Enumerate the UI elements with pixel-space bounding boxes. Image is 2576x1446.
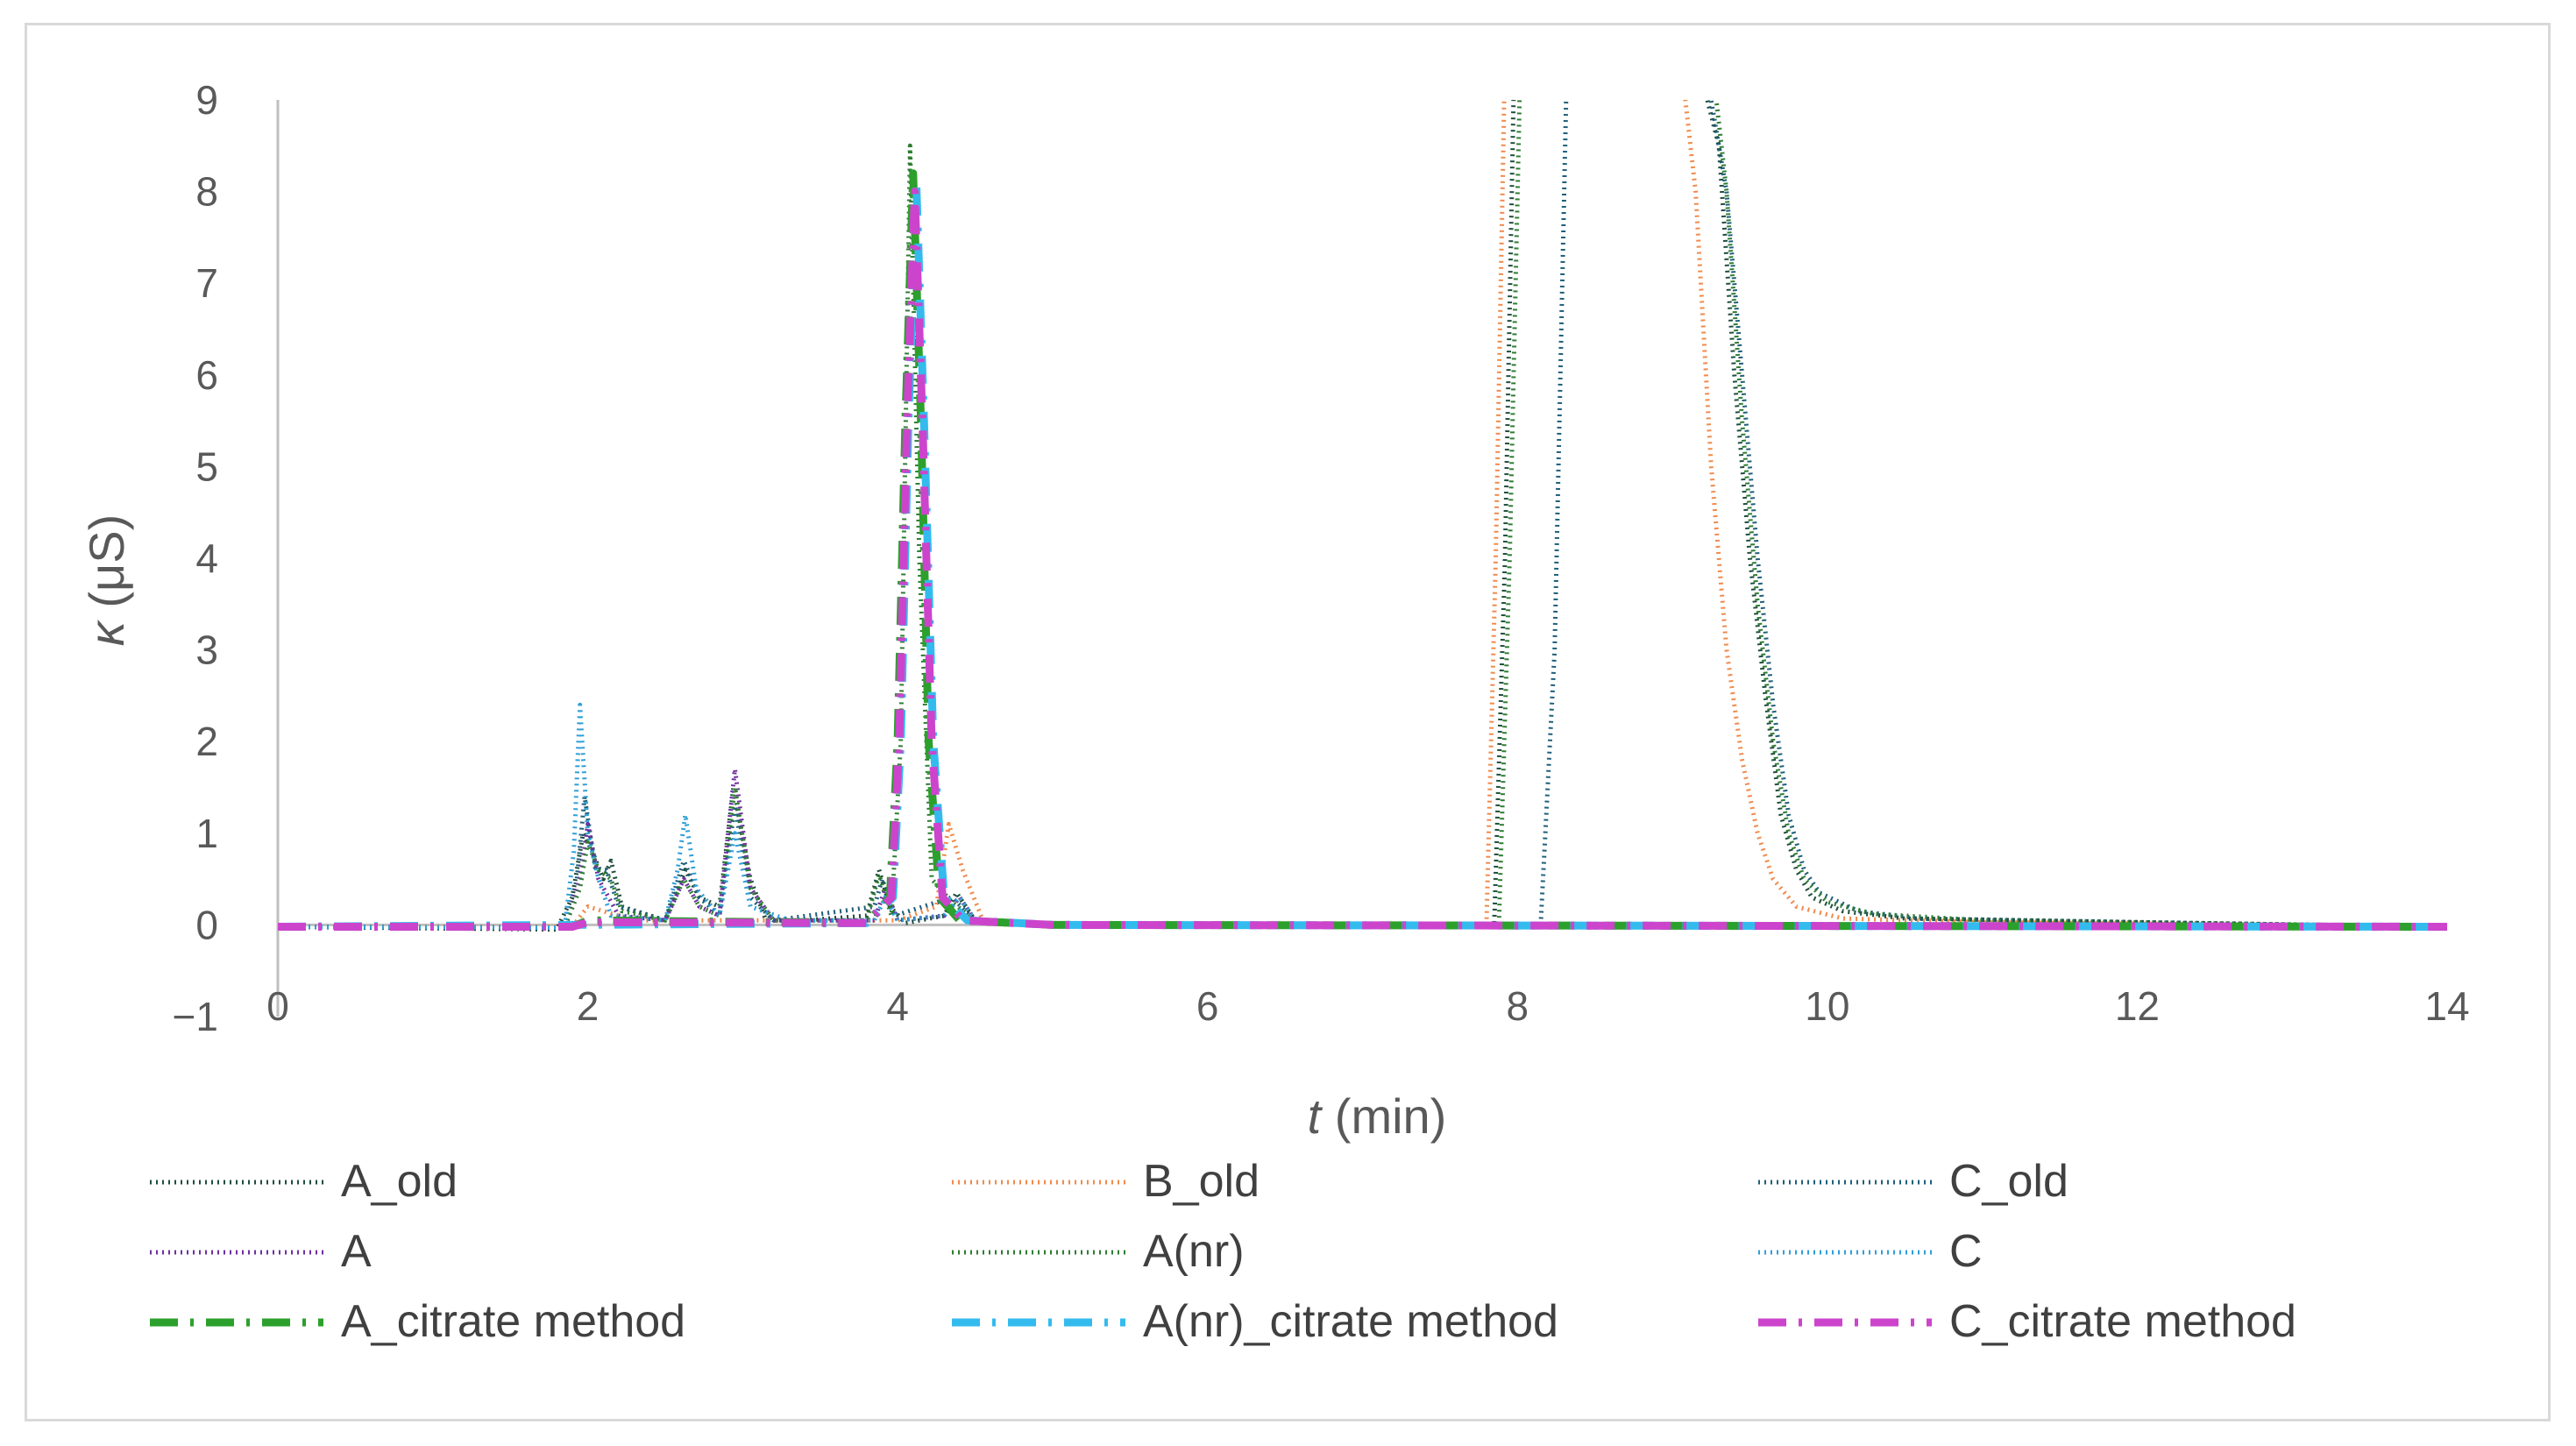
series-line-a-old — [277, 100, 2448, 932]
legend-item-c-citrate-method: C_citrate method — [1758, 1296, 2296, 1347]
y-tick-label: 4 — [195, 535, 218, 581]
legend-item-b-old: B_old — [952, 1156, 1260, 1207]
series-line-c-old — [277, 100, 2448, 930]
legend-item-a-nr-citrate-method: A(nr)_citrate method — [952, 1296, 1558, 1347]
y-axis-title-unit: (μS) — [79, 514, 134, 621]
legend-label: C_old — [1949, 1156, 2069, 1207]
x-tick-label: 10 — [1805, 983, 1849, 1029]
series-line-a-citrate-method — [278, 169, 2448, 931]
x-tick-label: 4 — [886, 983, 909, 1029]
series-line-a-nr-citrate-method — [277, 178, 2448, 931]
y-tick-label: 7 — [195, 260, 218, 306]
y-tick-label: −1 — [173, 994, 218, 1039]
chart-frame: −1 0 1 2 3 4 5 6 7 8 9 0 2 4 6 8 10 12 14 t (min) κ (μS) A… — [25, 23, 2551, 1421]
y-tick-label: 2 — [195, 719, 218, 764]
x-tick-label: 12 — [2115, 983, 2160, 1029]
legend-item-a-citrate-method: A_citrate method — [150, 1296, 685, 1347]
legend-label: A_old — [341, 1156, 458, 1207]
series-line-b-old — [278, 100, 2448, 929]
x-tick-label: 2 — [577, 983, 600, 1029]
y-axis-title-symbol: κ — [79, 619, 134, 646]
x-tick-label: 6 — [1196, 983, 1219, 1029]
y-tick-label: 5 — [195, 443, 218, 489]
x-tick-label: 14 — [2424, 983, 2469, 1029]
y-tick-label: 1 — [195, 811, 218, 856]
x-axis-title-unit: (min) — [1321, 1088, 1446, 1144]
x-tick-label: 0 — [266, 983, 289, 1029]
y-tick-label: 6 — [195, 352, 218, 398]
legend-item-c-old: C_old — [1758, 1156, 2069, 1207]
series-line-a-nr- — [277, 100, 2448, 930]
series-line-c-citrate-method — [278, 188, 2448, 931]
x-axis-title: t (min) — [1308, 1088, 1447, 1144]
series-group — [277, 100, 2448, 932]
legend-label: B_old — [1143, 1156, 1260, 1207]
legend: A_old B_old C_old A A(nr) C A_citrate method A(… — [150, 1156, 2296, 1347]
legend-item-a-old: A_old — [150, 1156, 458, 1207]
legend-label: A(nr) — [1143, 1226, 1245, 1277]
y-tick-label: 9 — [195, 77, 218, 123]
legend-label: A_citrate method — [341, 1296, 685, 1347]
y-tick-label: 8 — [195, 169, 218, 215]
y-tick-label: 0 — [195, 902, 218, 947]
x-tick-label: 8 — [1506, 983, 1529, 1029]
legend-label: C — [1949, 1226, 1983, 1277]
legend-label: A — [341, 1226, 372, 1277]
x-axis-title-symbol: t — [1308, 1088, 1323, 1144]
legend-label: A(nr)_citrate method — [1143, 1296, 1558, 1347]
legend-item-a: A — [150, 1226, 372, 1277]
legend-label: C_citrate method — [1949, 1296, 2296, 1347]
y-tick-label: 3 — [195, 627, 218, 673]
series-line-c — [277, 702, 2448, 930]
series-line-a — [277, 767, 2448, 930]
legend-item-a-nr-: A(nr) — [952, 1226, 1245, 1277]
legend-item-c: C — [1758, 1226, 1983, 1277]
y-axis-title: κ (μS) — [79, 514, 134, 646]
